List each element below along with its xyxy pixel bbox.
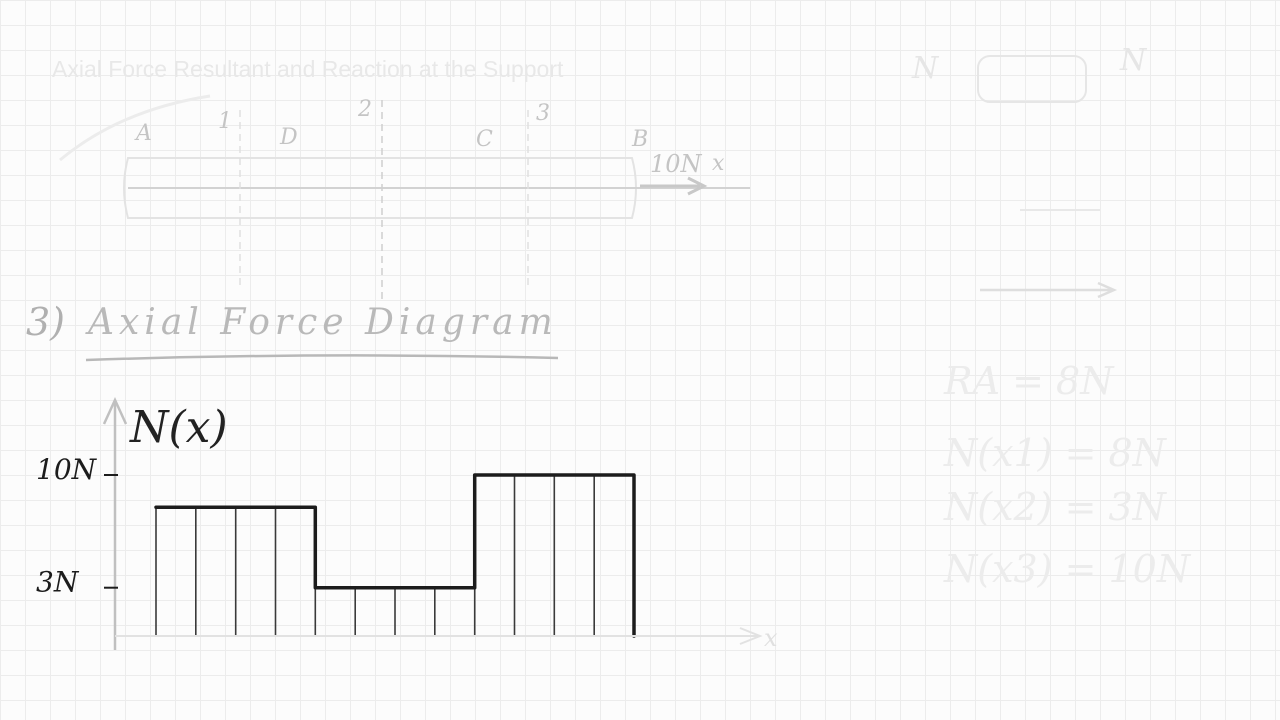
cut-label-3: 3 [536,101,550,126]
faded-board-title: Axial Force Resultant and Reaction at th… [52,56,564,82]
chart-step-line [154,473,636,638]
support-arc [59,94,211,162]
cut-label-1: 1 [218,109,232,134]
note-line-4: N(x3) = 10N [943,547,1192,591]
x-axis-label: x [764,624,778,652]
y-axis-label: N(x) [129,402,228,453]
load-label: 10N [650,150,703,178]
y-axis-arrowhead [102,396,128,425]
axial-force-step [154,473,636,638]
beam-body [59,94,750,300]
note-line-1: RA = 8N [943,359,1115,403]
point-label-b: B [631,127,648,152]
chart-hatch-lines [155,475,635,636]
note-line-3: N(x2) = 3N [943,485,1168,529]
free-body-box [977,55,1087,103]
point-label-a: A [134,121,152,146]
cut-label-2: 2 [357,97,372,122]
node-label-right: N [1119,43,1148,78]
y-tick-label: 3N [36,566,80,599]
beam-axis-label: x [712,151,725,176]
point-label-c: C [476,127,493,152]
chart-axes [102,396,763,650]
point-label-d: D [279,125,298,150]
section-number: 3) [26,300,66,344]
node-label-left: N [911,51,940,86]
note-line-2: N(x1) = 8N [943,431,1168,475]
section-title: Axial Force Diagram [88,302,558,343]
y-tick-label: 10N [36,453,98,486]
